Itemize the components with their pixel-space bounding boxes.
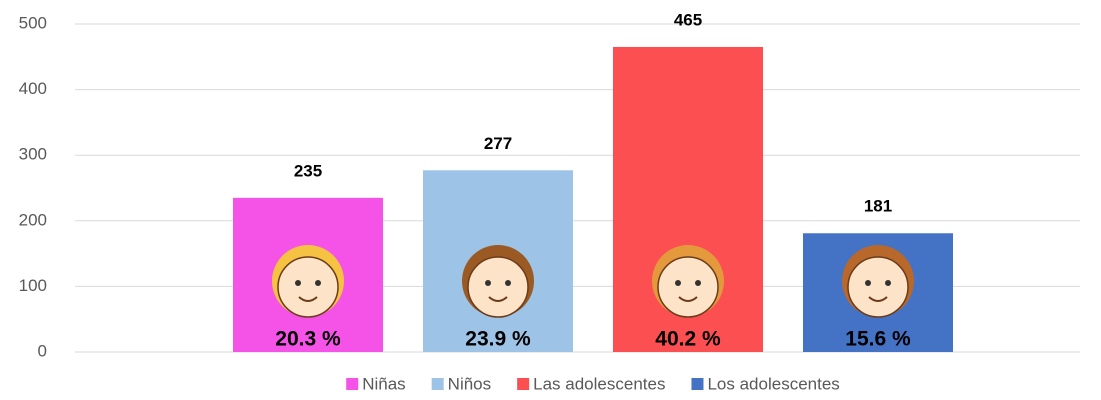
eye: [865, 280, 871, 286]
y-tick-label: 300: [19, 145, 47, 164]
face: [278, 257, 338, 317]
eye: [485, 280, 491, 286]
eye: [295, 280, 301, 286]
value-label: 181: [864, 197, 892, 216]
y-tick-label: 0: [38, 341, 47, 360]
value-label: 465: [674, 10, 702, 29]
y-tick-label: 500: [19, 13, 47, 32]
percent-label: 20.3 %: [275, 328, 341, 351]
legend-label: Las adolescentes: [533, 374, 665, 393]
legend-label: Niños: [448, 374, 491, 393]
eye: [315, 280, 321, 286]
value-label: 235: [294, 161, 322, 180]
percent-label: 23.9 %: [465, 328, 531, 351]
value-label: 277: [484, 134, 512, 153]
legend-label: Niñas: [362, 374, 405, 393]
y-tick-label: 400: [19, 79, 47, 98]
legend-swatch: [691, 378, 703, 390]
y-tick-label: 200: [19, 210, 47, 229]
legend-item: Los adolescentes: [691, 374, 839, 393]
legend-item: Niñas: [346, 374, 405, 393]
legend-swatch: [432, 378, 444, 390]
eye: [675, 280, 681, 286]
percent-label: 40.2 %: [655, 328, 721, 351]
eye: [885, 280, 891, 286]
percent-label: 15.6 %: [845, 328, 911, 351]
legend-item: Niños: [432, 374, 491, 393]
face: [658, 257, 718, 317]
eye: [505, 280, 511, 286]
legend-item: Las adolescentes: [517, 374, 665, 393]
chart: 0 100 200 300 400 500 235 277 465 181 20.3 % 23.9 %…: [0, 0, 1101, 400]
eye: [695, 280, 701, 286]
face: [848, 257, 908, 317]
legend-swatch: [517, 378, 529, 390]
y-tick-label: 100: [19, 276, 47, 295]
legend-label: Los adolescentes: [707, 374, 839, 393]
legend-swatch: [346, 378, 358, 390]
face: [468, 257, 528, 317]
